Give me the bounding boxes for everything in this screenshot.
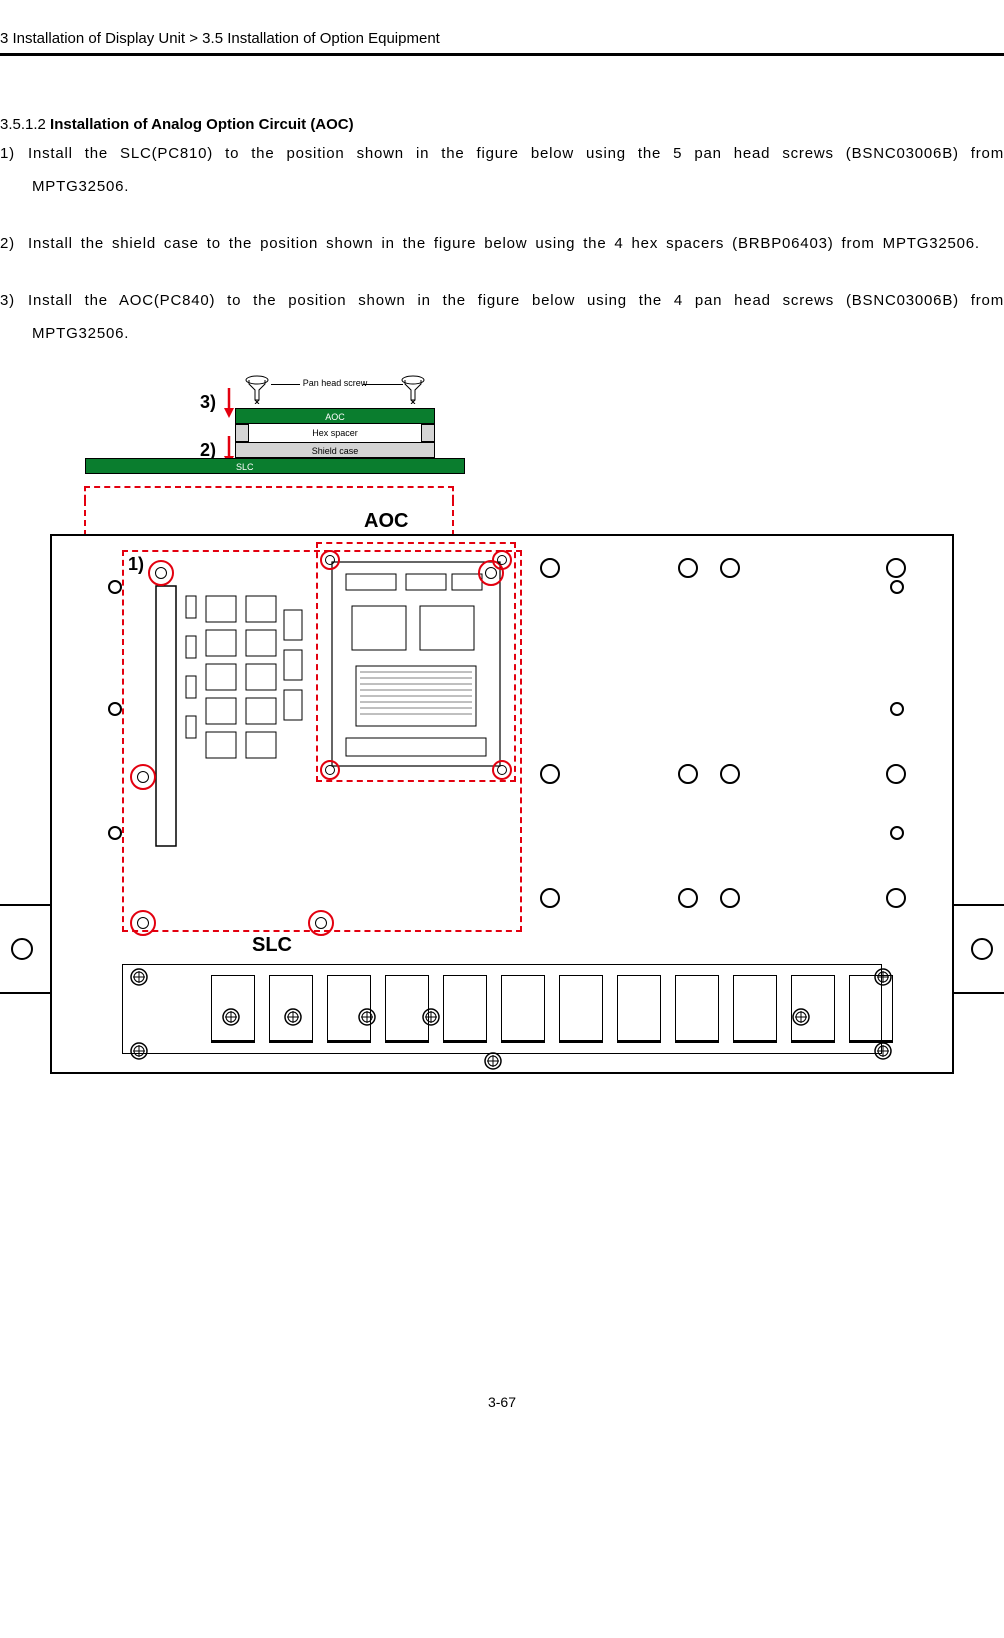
aoc-screw-hole — [492, 550, 512, 570]
connector-block — [675, 975, 719, 1043]
empty-hole — [540, 558, 560, 578]
aoc-screw-hole — [492, 760, 512, 780]
empty-hole — [678, 888, 698, 908]
connector-block — [733, 975, 777, 1043]
slc-screw-hole — [148, 560, 174, 586]
empty-hole — [886, 888, 906, 908]
aoc-label: AOC — [364, 510, 408, 533]
breadcrumb: 3 Installation of Display Unit > 3.5 Ins… — [0, 30, 440, 47]
empty-hole — [678, 764, 698, 784]
main-board: AOC SLC 1) — [0, 534, 1004, 1074]
side-hole — [108, 826, 122, 840]
screw-icon — [245, 374, 269, 404]
empty-hole — [886, 764, 906, 784]
shield-case-layer: Shield case — [235, 442, 435, 458]
connector-block — [559, 975, 603, 1043]
empty-hole — [540, 764, 560, 784]
empty-hole — [720, 558, 740, 578]
slc-screw-hole — [308, 910, 334, 936]
aoc-screw-hole — [320, 760, 340, 780]
cross-screw-icon — [130, 968, 148, 986]
board-outline: AOC SLC 1) — [50, 534, 954, 1074]
pan-head-screw-label: Pan head screw — [303, 378, 368, 388]
empty-hole — [678, 558, 698, 578]
cross-screw-icon — [484, 1052, 502, 1070]
cross-screw-icon — [874, 1042, 892, 1060]
dashed-guide — [452, 500, 454, 536]
screw-icon — [401, 374, 425, 404]
cross-screw-icon — [358, 1008, 376, 1026]
stack-diagram: Pan head screw AOC Hex spacer Shield cas… — [225, 374, 445, 474]
step-3: Install the AOC(PC840) to the position s… — [0, 284, 1004, 350]
dashed-guide — [84, 500, 86, 536]
page-number: 3-67 — [0, 1394, 1004, 1410]
figure: 3) 2) Pan head screw AOC Hex spacer — [0, 374, 1004, 1074]
mounting-ear — [0, 904, 52, 994]
hex-spacer-label: Hex spacer — [312, 428, 358, 438]
dashed-guide — [84, 486, 454, 500]
steps-list: Install the SLC(PC810) to the position s… — [0, 137, 1004, 350]
empty-hole — [720, 888, 740, 908]
aoc-inner — [326, 556, 506, 772]
aoc-screw-hole — [320, 550, 340, 570]
aoc-layer: AOC — [235, 408, 435, 424]
side-hole — [890, 826, 904, 840]
cross-screw-icon — [284, 1008, 302, 1026]
component-area — [150, 576, 310, 856]
side-hole — [890, 702, 904, 716]
section-title: 3.5.1.2 Installation of Analog Option Ci… — [0, 116, 1004, 133]
connector-block — [617, 975, 661, 1043]
slc-screw-hole — [130, 764, 156, 790]
cross-screw-icon — [792, 1008, 810, 1026]
aoc-components-icon — [326, 556, 506, 772]
screw-row: Pan head screw — [225, 374, 445, 408]
section-heading: Installation of Analog Option Circuit (A… — [50, 116, 354, 133]
empty-hole — [720, 764, 740, 784]
step-2: Install the shield case to the position … — [0, 227, 1004, 260]
section-number: 3.5.1.2 — [0, 116, 50, 133]
side-hole — [890, 580, 904, 594]
connector-block — [501, 975, 545, 1043]
step-1: Install the SLC(PC810) to the position s… — [0, 137, 1004, 203]
cross-screw-icon — [422, 1008, 440, 1026]
slc-label: SLC — [252, 934, 292, 957]
cross-screw-icon — [222, 1008, 240, 1026]
side-hole — [108, 580, 122, 594]
hex-spacer-icon — [421, 424, 435, 442]
mounting-ear — [952, 904, 1004, 994]
cross-screw-icon — [130, 1042, 148, 1060]
empty-hole — [886, 558, 906, 578]
slc-screw-hole — [130, 910, 156, 936]
empty-hole — [540, 888, 560, 908]
cross-screw-icon — [874, 968, 892, 986]
side-hole — [108, 702, 122, 716]
components-icon — [150, 576, 310, 856]
hex-spacer-row: Hex spacer — [235, 424, 435, 442]
connector-block — [443, 975, 487, 1043]
page-header: 3 Installation of Display Unit > 3.5 Ins… — [0, 30, 1004, 56]
slc-layer: SLC — [85, 458, 465, 474]
hex-spacer-icon — [235, 424, 249, 442]
